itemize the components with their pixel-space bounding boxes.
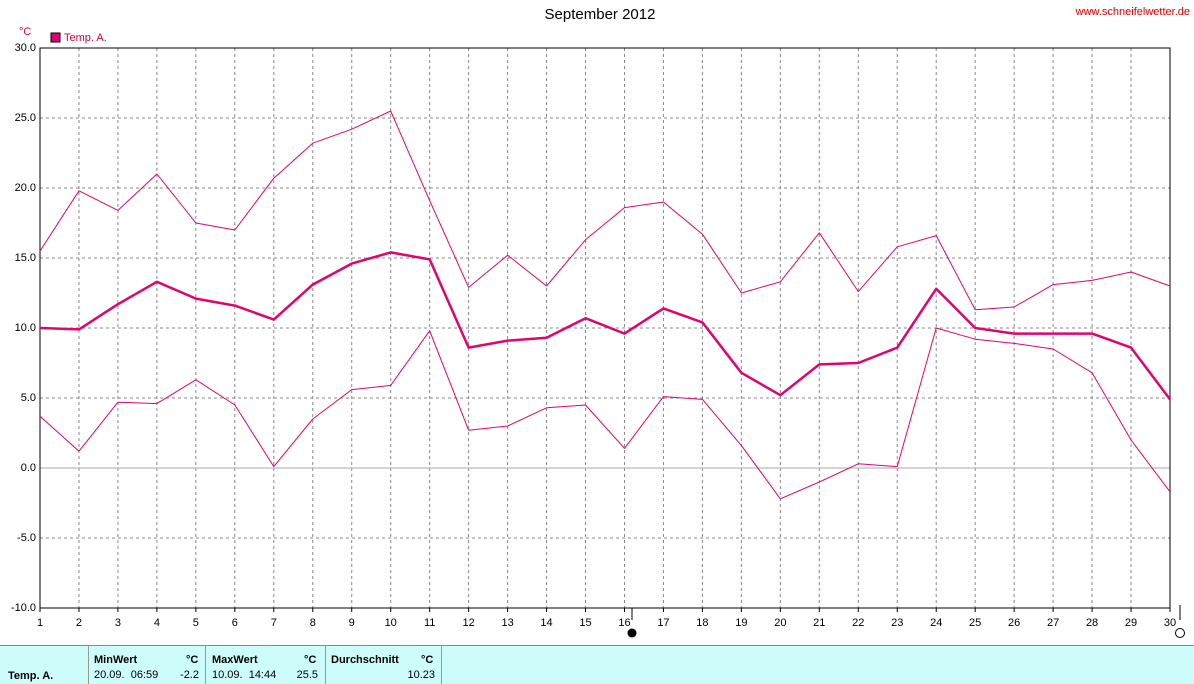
separator xyxy=(441,646,442,684)
x-tick-label: 20 xyxy=(774,617,786,629)
y-tick-label: 5.0 xyxy=(21,392,36,404)
y-tick-label: 20.0 xyxy=(15,182,36,194)
x-tick-label: 11 xyxy=(424,617,435,629)
x-tick-label: 27 xyxy=(1047,617,1059,629)
x-tick-label: 6 xyxy=(232,617,238,629)
x-tick-label: 28 xyxy=(1086,617,1098,629)
x-tick-label: 19 xyxy=(735,617,747,629)
y-tick-label: -10.0 xyxy=(11,602,36,614)
x-tick-label: 7 xyxy=(271,617,277,629)
y-tick-label: 0.0 xyxy=(21,462,36,474)
unit: °C xyxy=(421,654,434,666)
x-tick-label: 15 xyxy=(579,617,591,629)
chart: September 2012 www.schneifelwetter.de °C… xyxy=(11,6,1190,638)
summary-panel: Temp. A. MinWert °C 20.09. 06:59 -2.2 Ma… xyxy=(0,645,1194,684)
header: Durchschnitt xyxy=(331,654,399,666)
time: 10.09. 14:44 xyxy=(212,669,277,681)
x-tick-label: 22 xyxy=(852,617,864,629)
x-tick-label: 2 xyxy=(76,617,82,629)
y-tick-label: 15.0 xyxy=(15,252,36,264)
separator xyxy=(205,646,206,684)
x-tick-label: 12 xyxy=(462,617,474,629)
y-tick-label: 10.0 xyxy=(15,322,36,334)
moon-marker xyxy=(1175,628,1185,638)
series-line xyxy=(39,251,1171,401)
separator xyxy=(325,646,326,684)
x-tick-label: 3 xyxy=(115,617,121,629)
chart-title: September 2012 xyxy=(545,6,656,23)
series-line xyxy=(39,110,1171,311)
x-tick-label: 1 xyxy=(37,617,43,629)
separator xyxy=(88,646,89,684)
x-tick-label: 14 xyxy=(540,617,552,629)
x-tick-label: 25 xyxy=(969,617,981,629)
x-tick-label: 26 xyxy=(1008,617,1020,629)
x-tick-label: 24 xyxy=(930,617,942,629)
y-tick-label: 25.0 xyxy=(15,112,36,124)
time: 20.09. 06:59 xyxy=(94,669,159,681)
x-tick-label: 10 xyxy=(385,617,397,629)
source: www.schneifelwetter.de xyxy=(1075,6,1190,18)
x-tick-label: 17 xyxy=(657,617,669,629)
row-label: Temp. A. xyxy=(8,670,54,682)
value: -2.2 xyxy=(180,669,199,681)
moon-marker xyxy=(627,628,637,638)
x-tick-label: 8 xyxy=(310,617,316,629)
y-unit: °C xyxy=(19,26,31,38)
series-line xyxy=(39,327,1171,500)
x-tick-label: 4 xyxy=(154,617,160,629)
y-tick-label: -5.0 xyxy=(17,532,36,544)
x-tick-label: 21 xyxy=(813,617,825,629)
x-tick-label: 30 xyxy=(1164,617,1176,629)
x-tick-label: 5 xyxy=(193,617,199,629)
x-tick-label: 18 xyxy=(696,617,708,629)
y-tick-label: 30.0 xyxy=(15,42,36,54)
x-tick-label: 16 xyxy=(618,617,630,629)
x-tick-label: 23 xyxy=(891,617,903,629)
unit: °C xyxy=(186,654,199,666)
x-tick-label: 9 xyxy=(349,617,355,629)
header: MaxWert xyxy=(212,654,258,666)
x-tick-label: 29 xyxy=(1125,617,1137,629)
legend-swatch xyxy=(50,32,61,43)
x-tick-label: 13 xyxy=(501,617,513,629)
value: 10.23 xyxy=(407,669,435,681)
legend-label: Temp. A. xyxy=(64,32,107,44)
value: 25.5 xyxy=(296,669,318,681)
header: MinWert xyxy=(94,654,138,666)
unit: °C xyxy=(304,654,317,666)
